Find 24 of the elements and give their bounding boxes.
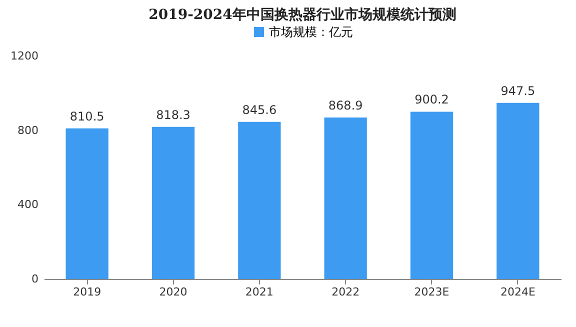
bar bbox=[66, 128, 108, 279]
data-label: 818.3 bbox=[156, 108, 190, 122]
y-tick-label: 400 bbox=[18, 198, 38, 212]
bar bbox=[152, 126, 195, 279]
data-label: 810.5 bbox=[70, 109, 104, 124]
x-tick-label: 2024E bbox=[500, 286, 536, 298]
data-label: 845.6 bbox=[242, 102, 277, 117]
x-tick-label: 2021 bbox=[245, 286, 274, 298]
data-label: 947.5 bbox=[500, 84, 536, 98]
bar bbox=[496, 102, 540, 279]
y-tick-label: 800 bbox=[18, 124, 38, 137]
legend-label: 市场规模：亿元 bbox=[269, 25, 353, 39]
bar bbox=[238, 122, 281, 279]
bar bbox=[324, 118, 367, 279]
data-label: 900.2 bbox=[414, 92, 449, 107]
bar bbox=[410, 112, 454, 279]
x-tick-label: 2023E bbox=[414, 286, 450, 298]
y-tick-label: 1200 bbox=[10, 50, 38, 62]
y-tick-label: 0 bbox=[32, 272, 38, 286]
chart-title: 2019-2024年中国换热器行业市场规模统计预测 bbox=[148, 6, 456, 23]
data-label: 868.9 bbox=[328, 98, 363, 113]
x-tick-label: 2020 bbox=[159, 286, 188, 298]
x-tick-label: 2022 bbox=[332, 286, 360, 298]
x-tick-label: 2019 bbox=[73, 286, 102, 298]
